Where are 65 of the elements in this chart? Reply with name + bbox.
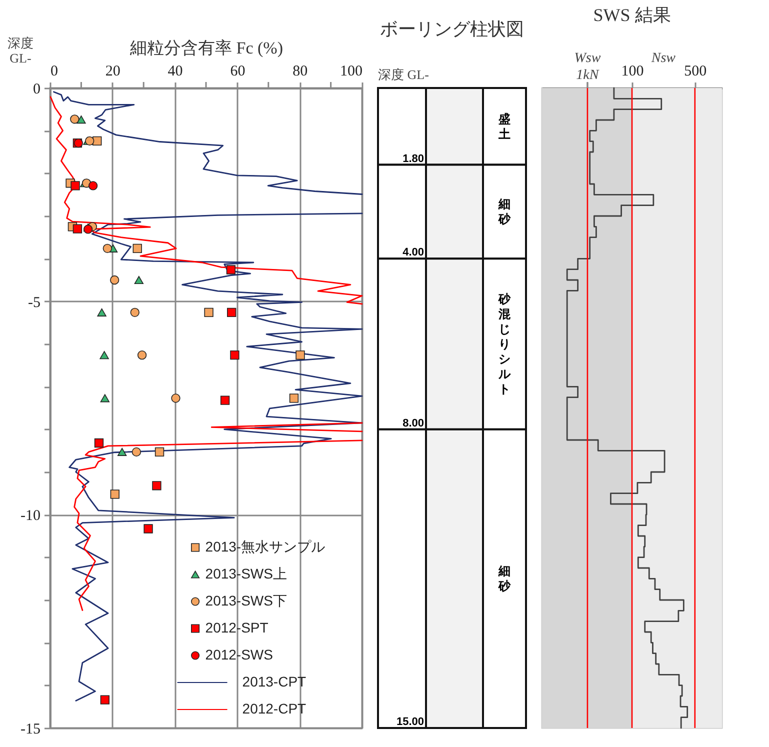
point: [72, 224, 82, 234]
y-axis-title: 深度 GL-: [8, 36, 34, 66]
x-axis-title: 細粒分含有率 Fc (%): [129, 38, 283, 58]
chart-title: SWS 結果: [593, 5, 671, 25]
legend-label: 2013-SWS下: [205, 592, 287, 608]
point: [132, 244, 142, 254]
point: [85, 136, 94, 146]
category-label: 砂混じりシルト: [498, 292, 512, 396]
point: [137, 350, 147, 360]
legend-label: 2012-SPT: [205, 620, 269, 636]
legend-label: 2012-CPT: [242, 700, 307, 716]
y-tick-label: -10: [20, 508, 40, 524]
category-label: 盛土: [498, 112, 510, 141]
text: ボーリング柱状図: [380, 19, 524, 39]
y-tick-label: 0: [33, 82, 40, 98]
point: [134, 276, 144, 284]
x-tick-label: 40: [168, 64, 183, 80]
text: 深度 GL-: [378, 67, 429, 82]
category-label: 細砂: [498, 197, 512, 226]
data-label: 15.00: [396, 716, 424, 728]
point: [110, 275, 120, 285]
point: [144, 524, 153, 534]
point: [296, 350, 305, 360]
point: [76, 116, 86, 124]
point: [88, 181, 98, 190]
category-label: 細砂: [498, 564, 512, 594]
point: [100, 351, 109, 360]
point: [171, 394, 180, 403]
point: [130, 308, 140, 317]
point: [227, 308, 236, 318]
point: [100, 695, 110, 704]
point: [152, 481, 162, 490]
legend-label: 2013-無水サンプル: [205, 538, 326, 554]
x-tick-label: 60: [230, 64, 246, 80]
text: Wsw 1kN: [574, 51, 602, 83]
point: [70, 114, 80, 124]
legend-label: 2013-CPT: [242, 674, 307, 690]
x-tick-label: 80: [292, 64, 308, 80]
x-tick-label: 0: [50, 64, 58, 80]
x-tick-label: 100: [621, 64, 644, 80]
point: [132, 447, 142, 457]
x-tick-label: 20: [105, 64, 120, 80]
point: [289, 394, 299, 403]
y-tick-label: -5: [28, 294, 40, 311]
point: [102, 244, 112, 253]
text: Nsw: [650, 51, 676, 66]
data-label: 4.00: [402, 246, 424, 259]
point: [226, 265, 236, 274]
point: [220, 396, 230, 405]
legend-label: 2012-SWS: [205, 646, 273, 662]
data-label: 8.00: [402, 417, 424, 430]
point: [110, 490, 120, 499]
legend-label: 2013-SWS上: [205, 566, 287, 582]
x-tick-label: 500: [684, 64, 707, 80]
point: [204, 308, 214, 318]
point: [117, 448, 127, 456]
point: [230, 350, 240, 360]
y-tick-label: -15: [20, 722, 40, 738]
point: [94, 438, 104, 448]
data-label: 1.80: [402, 152, 424, 165]
point: [100, 394, 110, 402]
point: [97, 308, 106, 316]
point: [154, 447, 164, 457]
point: [70, 181, 80, 190]
x-tick-label: 100: [340, 64, 362, 80]
